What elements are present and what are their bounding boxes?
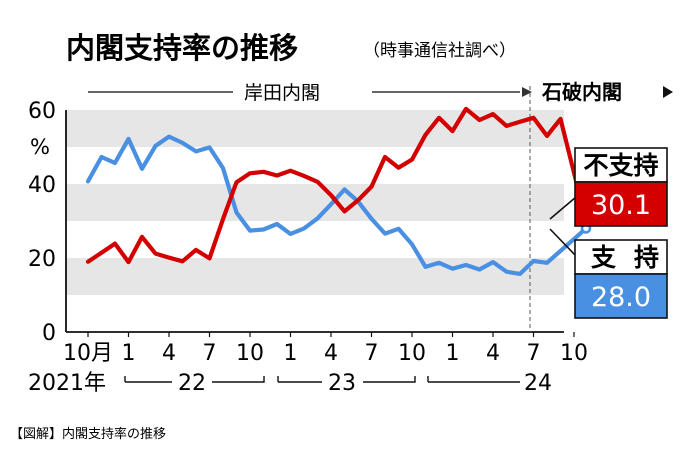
x-tick-5: 1 xyxy=(284,341,298,366)
y-tick-labels: 0 20 40 60 xyxy=(28,99,56,346)
year-label-2024: 24 xyxy=(524,371,552,396)
x-tick-0: 10月 xyxy=(63,341,113,366)
grid-bands xyxy=(66,110,564,295)
nonsupport-label: 不支持 xyxy=(583,151,658,180)
figure-caption: 【図解】内閣支持率の推移 xyxy=(10,426,166,442)
y-unit-label: % xyxy=(30,135,50,159)
grid-band-2 xyxy=(66,110,564,147)
x-tick-labels: 10月 1 4 7 10 1 4 7 10 1 4 7 10 xyxy=(63,332,588,366)
nonsupport-callout: 不支持 30.1 xyxy=(549,147,668,227)
year-label-2021: 2021年 xyxy=(28,371,106,396)
era-kishida-label: 岸田内閣 xyxy=(244,82,320,104)
support-label-char2: 持 xyxy=(634,243,659,272)
x-tick-9: 1 xyxy=(446,341,460,366)
support-label-char1: 支 xyxy=(591,243,616,272)
chart-title: 内閣支持率の推移 xyxy=(66,31,298,65)
x-tick-12: 10 xyxy=(560,341,588,366)
x-tick-3: 7 xyxy=(203,341,217,366)
support-value: 28.0 xyxy=(591,282,651,313)
y-tick-40: 40 xyxy=(28,173,56,198)
x-tick-11: 7 xyxy=(527,341,541,366)
x-tick-8: 10 xyxy=(398,341,426,366)
era-ishiba-label: 石破内閣 xyxy=(541,80,622,104)
era-kishida: 岸田内閣 xyxy=(88,82,532,104)
x-tick-2: 4 xyxy=(162,341,176,366)
year-label-2023: 23 xyxy=(328,371,356,396)
chart-source-note: （時事通信社調べ） xyxy=(363,41,516,61)
x-tick-7: 7 xyxy=(365,341,379,366)
x-tick-1: 1 xyxy=(122,341,136,366)
y-tick-20: 20 xyxy=(28,247,56,272)
series-lines xyxy=(85,106,589,276)
nonsupport-line xyxy=(85,106,589,265)
support-line xyxy=(85,134,589,276)
y-tick-60: 60 xyxy=(28,99,56,124)
nonsupport-value: 30.1 xyxy=(591,190,651,221)
year-label-2022: 22 xyxy=(178,371,206,396)
x-tick-6: 4 xyxy=(324,341,338,366)
x-tick-4: 10 xyxy=(236,341,264,366)
grid-band-1 xyxy=(66,184,564,221)
era-ishiba: 石破内閣 xyxy=(541,80,673,104)
support-callout: 支 持 28.0 xyxy=(549,228,668,319)
grid-band-0 xyxy=(66,258,564,295)
y-tick-0: 0 xyxy=(42,321,56,346)
x-tick-10: 4 xyxy=(486,341,500,366)
year-row: 2021年 22 23 24 xyxy=(28,371,552,396)
